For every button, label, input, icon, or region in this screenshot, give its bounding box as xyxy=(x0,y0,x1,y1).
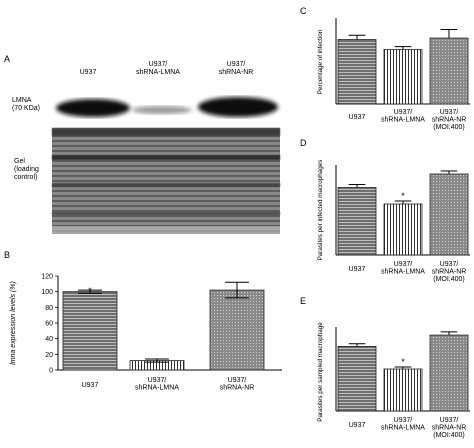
category-label: U937 xyxy=(82,382,99,389)
significance-asterisk: * xyxy=(401,357,405,367)
panel-letter: E xyxy=(300,296,306,306)
panel-letter: B xyxy=(4,250,10,260)
panel-letter: D xyxy=(300,138,307,148)
y-axis-label: Percentage of infection xyxy=(317,29,324,94)
y-tick-label: 80 xyxy=(45,305,53,312)
y-axis-label: Parasites per infected macrophages xyxy=(317,160,324,261)
category-label: U937/shRNA-NR xyxy=(220,377,255,392)
significance-asterisk: * xyxy=(88,286,92,296)
bar xyxy=(209,289,265,371)
category-label: U937/shRNA-NR (MOI:400) xyxy=(432,261,467,283)
category-label: U937/shRNA-NR (MOI:400) xyxy=(432,109,467,131)
chart-panel-b: B 0 20 40 60 80 100 120 lmna expression levels (… xyxy=(4,250,282,392)
category-label: U937/shRNA-LMNA xyxy=(381,417,425,432)
y-tick-label: 40 xyxy=(45,336,53,343)
lane-label: U937 xyxy=(80,69,97,76)
bar xyxy=(383,368,423,412)
lane-label: U937/shRNA-LMNA xyxy=(136,61,180,76)
gel-label: Gel (loading control) xyxy=(14,158,39,181)
category-label: U937/shRNA-LMNA xyxy=(135,377,179,392)
category-label: U937 xyxy=(349,114,366,121)
gel-loading-control xyxy=(52,128,280,234)
y-tick-label: 0 xyxy=(49,368,53,375)
bar xyxy=(62,291,118,371)
y-axis-label: Parasites per sampled macrophage xyxy=(317,322,324,422)
panel-a-lane-labels: U937 U937/shRNA-LMNA U937/shRNA-NR xyxy=(80,61,254,76)
y-tick-label: 20 xyxy=(45,352,53,359)
significance-asterisk: * xyxy=(401,191,405,201)
chart-panel-c: C Percentage of infection U937 U937/shRNA-L… xyxy=(300,6,470,131)
bar xyxy=(383,49,423,105)
lane-label: U937/shRNA-NR xyxy=(219,61,254,76)
category-label: U937/shRNA-LMNA xyxy=(381,261,425,276)
y-tick-label: 60 xyxy=(45,321,53,328)
blot-label: LMNA (70 KDa) xyxy=(12,97,40,112)
bar xyxy=(429,334,469,412)
panel-letter: C xyxy=(300,6,307,16)
bar xyxy=(429,173,469,256)
bar xyxy=(337,39,377,105)
y-axis-label: lmna expression levels (%) xyxy=(10,281,17,365)
bar xyxy=(383,203,423,256)
bar xyxy=(429,37,469,105)
western-blot-band xyxy=(52,95,278,123)
category-label: U937/shRNA-LMNA xyxy=(381,109,425,124)
y-tick-label: 120 xyxy=(41,274,53,281)
category-label: U937 xyxy=(349,422,366,429)
chart-panel-d: D Parasites per infected macrophages U937 U… xyxy=(300,138,470,283)
category-label: U937/shRNA-NR (MOI:400) xyxy=(432,417,467,439)
bar xyxy=(337,187,377,256)
y-tick-label: 100 xyxy=(41,289,53,296)
category-label: U937 xyxy=(349,266,366,273)
chart-panel-e: E Parasites per sampled macrophage U937 U93… xyxy=(300,296,470,439)
bar xyxy=(337,345,377,412)
panel-a-letter: A xyxy=(4,54,10,64)
